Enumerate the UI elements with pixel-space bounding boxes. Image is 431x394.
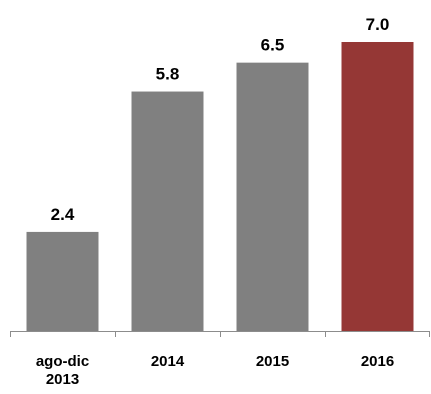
- bar: [131, 91, 204, 332]
- data-label: 6.5: [261, 36, 285, 55]
- data-label: 5.8: [156, 65, 180, 84]
- data-label: 7.0: [366, 15, 390, 34]
- x-tick-label: 2013: [46, 371, 79, 388]
- x-tick-label: 2014: [151, 353, 185, 370]
- x-tick-label: ago-dic: [36, 353, 89, 370]
- x-tick-label: 2016: [361, 353, 394, 370]
- data-label: 2.4: [51, 205, 75, 224]
- bar: [341, 42, 414, 331]
- x-tick-label: 2015: [256, 353, 289, 370]
- bar: [236, 62, 309, 332]
- bar: [26, 231, 99, 331]
